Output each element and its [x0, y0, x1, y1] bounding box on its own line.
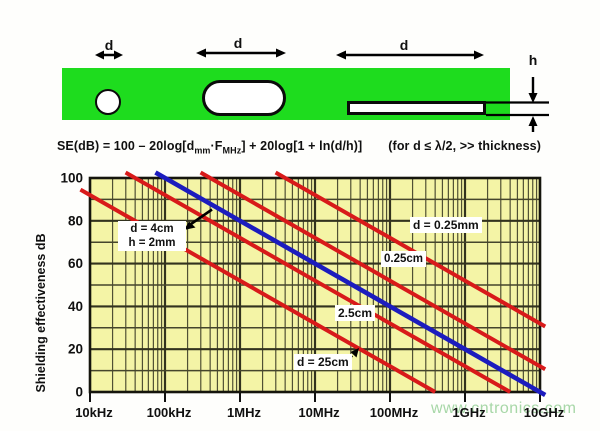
annotation-25cm-mid: 2.5cm — [335, 305, 376, 321]
x-tick-label: 10kHz — [75, 405, 113, 420]
y-axis-title: Shielding effectiveness dB — [34, 233, 48, 393]
y-tick-label: 100 — [60, 171, 83, 186]
callout-arrowhead-icon — [350, 348, 359, 358]
x-tick-label: 100kHz — [147, 405, 192, 420]
series-d-025cm — [199, 170, 547, 372]
arrowhead-right-icon — [474, 50, 484, 60]
watermark-text: www.cntronics.com — [431, 400, 577, 417]
x-tick-label: 1MHz — [227, 405, 261, 420]
round-hole-shape — [95, 89, 121, 115]
rounded-slot-shape — [202, 80, 286, 116]
dim-label-stadium: d — [233, 35, 243, 51]
x-tick-label: 10MHz — [298, 405, 340, 420]
arrowhead-down-icon — [528, 93, 538, 103]
y-tick-label: 60 — [68, 256, 83, 271]
arrowhead-right-icon — [114, 50, 123, 60]
annotation-blue-line: d = 4cm h = 2mm — [118, 221, 186, 251]
callout-line-blue — [190, 208, 213, 226]
dim-label-hole: d — [104, 37, 114, 53]
series-d-025mm — [274, 170, 547, 329]
arrowhead-left-icon — [196, 48, 206, 58]
y-tick-label: 40 — [68, 299, 83, 314]
y-tick-label: 80 — [68, 213, 83, 228]
annotation-line-1: d = 4cm — [130, 223, 174, 235]
annotation-25cm: d = 25cm — [294, 354, 352, 370]
annotation-025mm: d = 0.25mm — [410, 217, 482, 233]
thin-slot-shape — [347, 101, 486, 115]
x-tick-label: 100MHz — [370, 405, 419, 420]
y-tick-label: 20 — [68, 342, 83, 357]
formula-condition: (for d ≤ λ/2, >> thickness) — [388, 139, 541, 153]
se-formula: SE(dB) = 100 – 20log[dmm·FMHz] + 20log[1… — [57, 139, 541, 156]
annotation-025cm: 0.25cm — [381, 251, 427, 267]
dim-label-slot: d — [399, 37, 409, 53]
arrowhead-left-icon — [95, 50, 104, 60]
y-tick-label: 0 — [75, 385, 83, 400]
arrowhead-right-icon — [276, 48, 286, 58]
annotation-line-2: h = 2mm — [128, 237, 176, 249]
thickness-label: h — [528, 52, 538, 68]
arrowhead-left-icon — [336, 50, 346, 60]
arrowhead-up-icon — [528, 116, 538, 126]
formula-main: SE(dB) = 100 – 20log[dmm·FMHz] + 20log[1… — [57, 139, 363, 156]
se-chart: 10kHz 100kHz 1MHz 10MHz 100MHz 1GHz 10GHz02040… — [60, 171, 564, 421]
